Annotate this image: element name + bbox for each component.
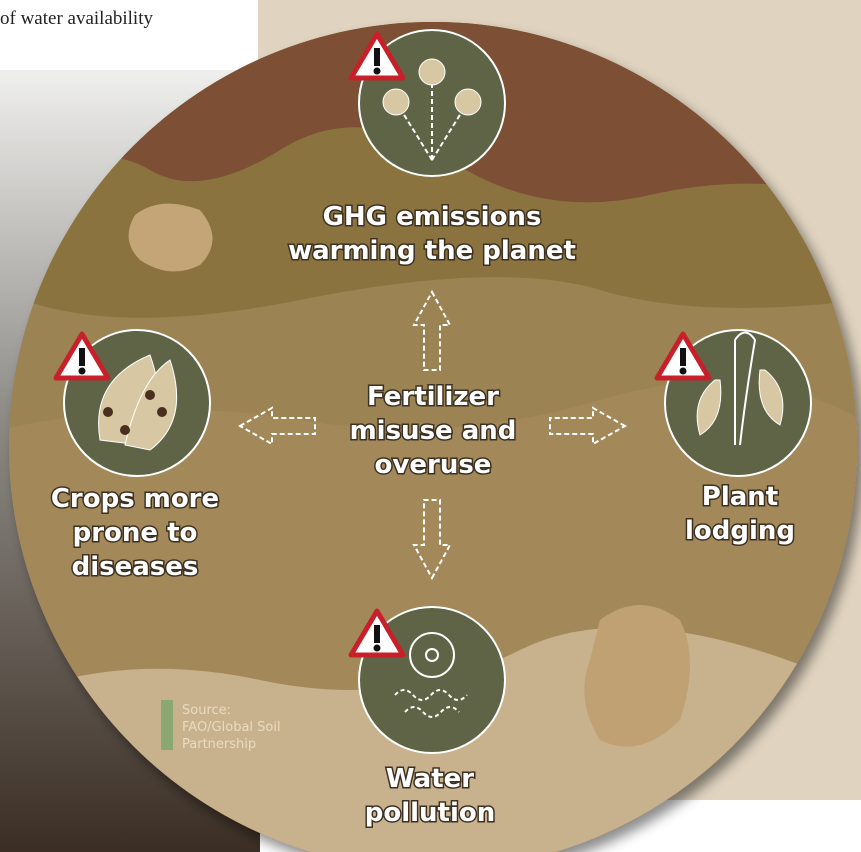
warning-mark: [79, 348, 85, 366]
node-label: warming the planet: [288, 236, 576, 266]
icon-bubble: [383, 89, 409, 115]
warning-dot: [680, 368, 687, 375]
node-label: prone to: [73, 518, 198, 548]
center-label: Fertilizer: [367, 382, 499, 412]
infographic: of water availability GHG emissions warmi…: [0, 0, 861, 852]
source-label: Source:: [182, 703, 231, 718]
node-label: Plant: [702, 482, 778, 512]
center-label: overuse: [375, 450, 492, 480]
icon-spot: [157, 407, 167, 417]
warning-mark: [680, 348, 686, 366]
node-label: lodging: [685, 516, 795, 546]
warning-dot: [374, 645, 381, 652]
warning-mark: [374, 48, 380, 66]
node-label: Water: [386, 764, 474, 794]
warning-mark: [374, 625, 380, 643]
header-text: of water availability: [0, 8, 153, 29]
page: of water availability GHG emissions warmi…: [0, 0, 861, 852]
node-label: pollution: [365, 798, 496, 828]
source-bar: [161, 700, 173, 750]
icon-spot: [120, 425, 130, 435]
node-label: GHG emissions: [323, 202, 542, 232]
icon-spot: [103, 407, 113, 417]
source-label: Partnership: [182, 737, 256, 752]
icon-spot: [145, 390, 155, 400]
warning-dot: [79, 368, 86, 375]
warning-dot: [374, 68, 381, 75]
icon-bubble: [455, 89, 481, 115]
node-label: diseases: [72, 552, 199, 582]
icon-bubble: [419, 59, 445, 85]
source-label: FAO/Global Soil: [182, 720, 281, 735]
node-label: Crops more: [51, 484, 219, 514]
center-label: misuse and: [350, 416, 517, 446]
